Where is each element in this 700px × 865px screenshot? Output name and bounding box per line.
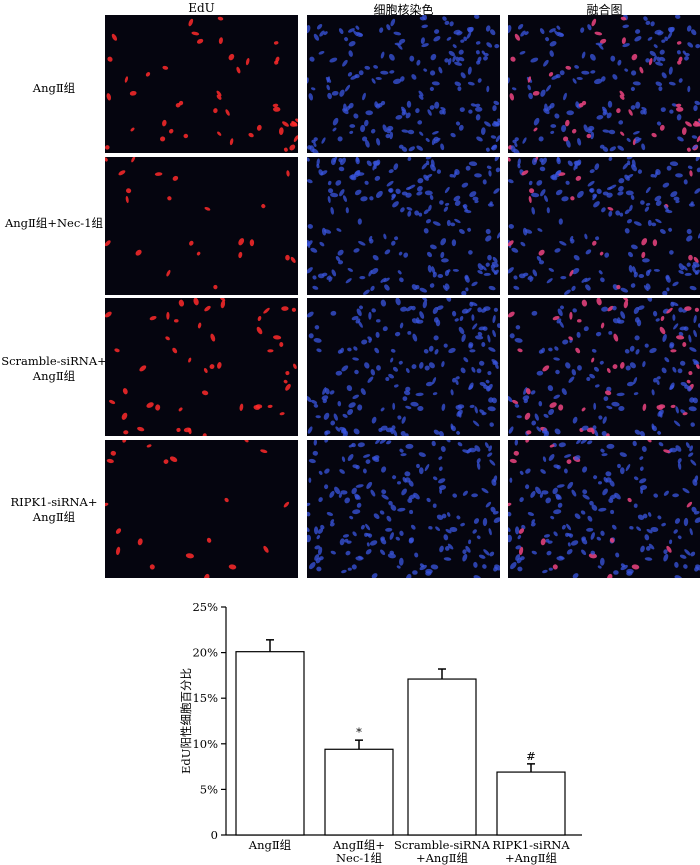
column-header-edu: EdU	[188, 1, 215, 15]
micrograph-scramble-sirna-edu	[105, 298, 298, 436]
bar	[324, 748, 394, 836]
y-tick-label: 5%	[200, 782, 218, 796]
x-tick-label: +AngⅡ组	[505, 851, 558, 865]
x-tick-label: Scramble-siRNA	[394, 838, 491, 852]
column-header-merge: 融合图	[586, 3, 623, 17]
micrograph-angii-merge	[508, 15, 700, 153]
row-label-angii-nec1: AngⅡ组+Nec-1组	[4, 216, 104, 230]
micrograph-angii-edu	[105, 15, 298, 153]
column-header-nuclear-stain: 细胞核染色	[373, 3, 434, 17]
micrograph-scramble-sirna-nuclear-stain	[307, 298, 500, 436]
bar	[407, 678, 477, 836]
significance-mark: *	[356, 725, 362, 739]
x-tick-label: AngⅡ组+	[332, 838, 385, 852]
y-tick-label: 0	[211, 828, 218, 842]
x-tick-label: AngⅡ组	[248, 838, 292, 852]
row-label-angii: AngⅡ组	[32, 81, 76, 95]
bar	[496, 771, 566, 836]
y-tick-label: 20%	[192, 646, 218, 660]
y-axis-label: EdU阳性细胞百分比	[179, 668, 193, 774]
row-label-scramble-sirna: Scramble-siRNA+ AngⅡ组	[1, 354, 107, 383]
x-tick-label: Nec-1组	[336, 851, 383, 865]
micrograph-angii-nec1-nuclear-stain	[307, 157, 500, 295]
micrograph-ripk1-sirna-nuclear-stain	[307, 440, 500, 578]
y-tick-label: 10%	[192, 737, 218, 751]
edu-bar-chart: 0 5% 10% 15% 20% 25% EdU阳性细胞百分比 AngⅡ组 * AngⅡ组+Nec…	[179, 600, 582, 865]
y-tick-label: 15%	[192, 691, 218, 705]
significance-mark: #	[526, 749, 536, 763]
micrograph-ripk1-sirna-merge	[508, 440, 700, 578]
micrograph-scramble-sirna-merge	[508, 298, 700, 436]
row-label-ripk1-sirna: RIPK1-siRNA+ AngⅡ组	[10, 495, 98, 524]
x-tick-label: RIPK1-siRNA	[492, 838, 570, 852]
micrograph-angii-nuclear-stain	[307, 15, 500, 153]
bar	[235, 651, 305, 836]
micrograph-angii-nec1-edu	[105, 157, 298, 295]
micrograph-ripk1-sirna-edu	[105, 440, 298, 578]
x-tick-label: +AngⅡ组	[416, 851, 469, 865]
micrograph-angii-nec1-merge	[508, 157, 700, 295]
y-tick-label: 25%	[192, 600, 218, 614]
